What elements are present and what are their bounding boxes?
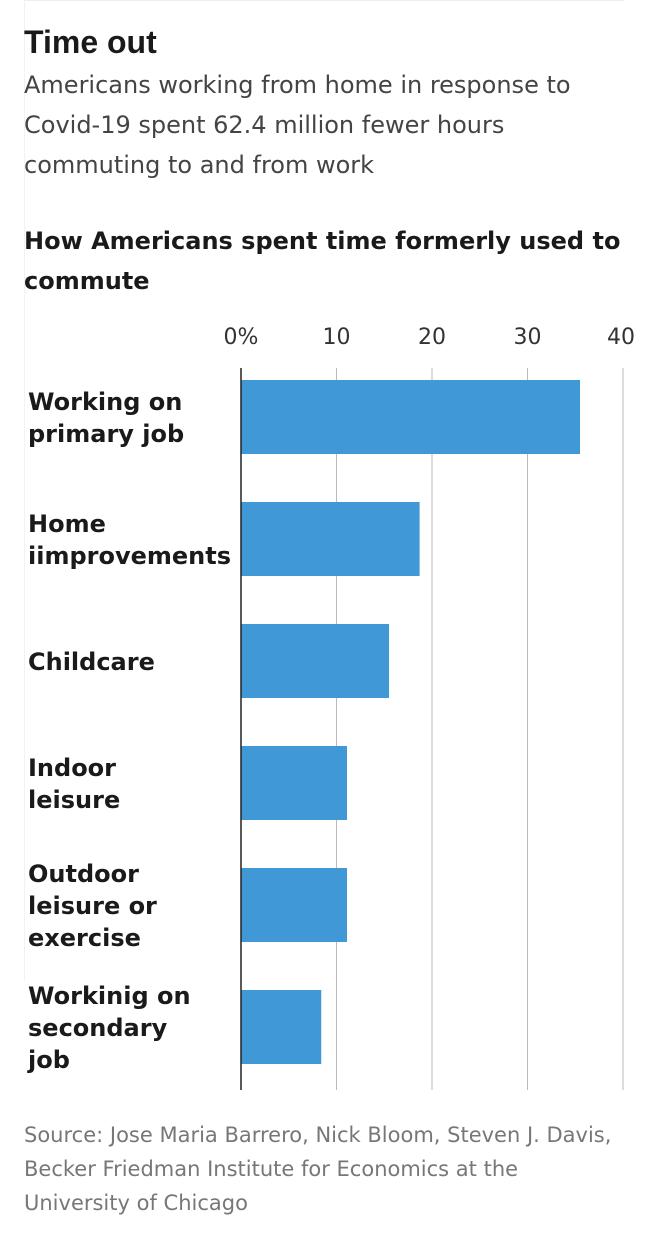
bar — [241, 380, 581, 454]
category-labels: Working on primary job Home iimprovements Ch… — [27, 388, 231, 1074]
bar — [241, 868, 348, 942]
x-tick-label: 0% — [224, 325, 259, 350]
category-label: Outdoor leisure or exercise — [28, 860, 157, 952]
grid-lines — [336, 368, 624, 1090]
bar-chart: 0% 10 20 30 40 Working on primary job Home iimp… — [27, 325, 635, 1090]
left-rule — [24, 0, 25, 980]
category-label: Indoor leisure — [28, 754, 120, 814]
bar — [241, 990, 322, 1064]
x-tick-label: 30 — [514, 325, 542, 350]
x-tick-label: 10 — [323, 325, 351, 350]
top-rule — [24, 0, 624, 1]
x-tick-label: 20 — [418, 325, 446, 350]
category-label: Workinig on secondary job — [27, 982, 191, 1074]
category-label: Working on primary job — [28, 388, 184, 448]
x-tick-label: 40 — [607, 325, 635, 350]
bar — [241, 624, 390, 698]
chart-title: Time out — [24, 24, 157, 60]
category-label: Home iimprovements — [28, 510, 231, 570]
category-label: Childcare — [28, 648, 155, 676]
source-note: Source: Jose Maria Barrero, Nick Bloom, … — [24, 1123, 612, 1215]
x-axis-ticks: 0% 10 20 30 40 — [224, 325, 635, 350]
chart-heading: How Americans spent time formerly used t… — [24, 227, 621, 295]
bar — [241, 502, 420, 576]
chart-subtitle: Americans working from home in response … — [24, 71, 571, 179]
bar — [241, 746, 348, 820]
bars — [241, 380, 581, 1064]
